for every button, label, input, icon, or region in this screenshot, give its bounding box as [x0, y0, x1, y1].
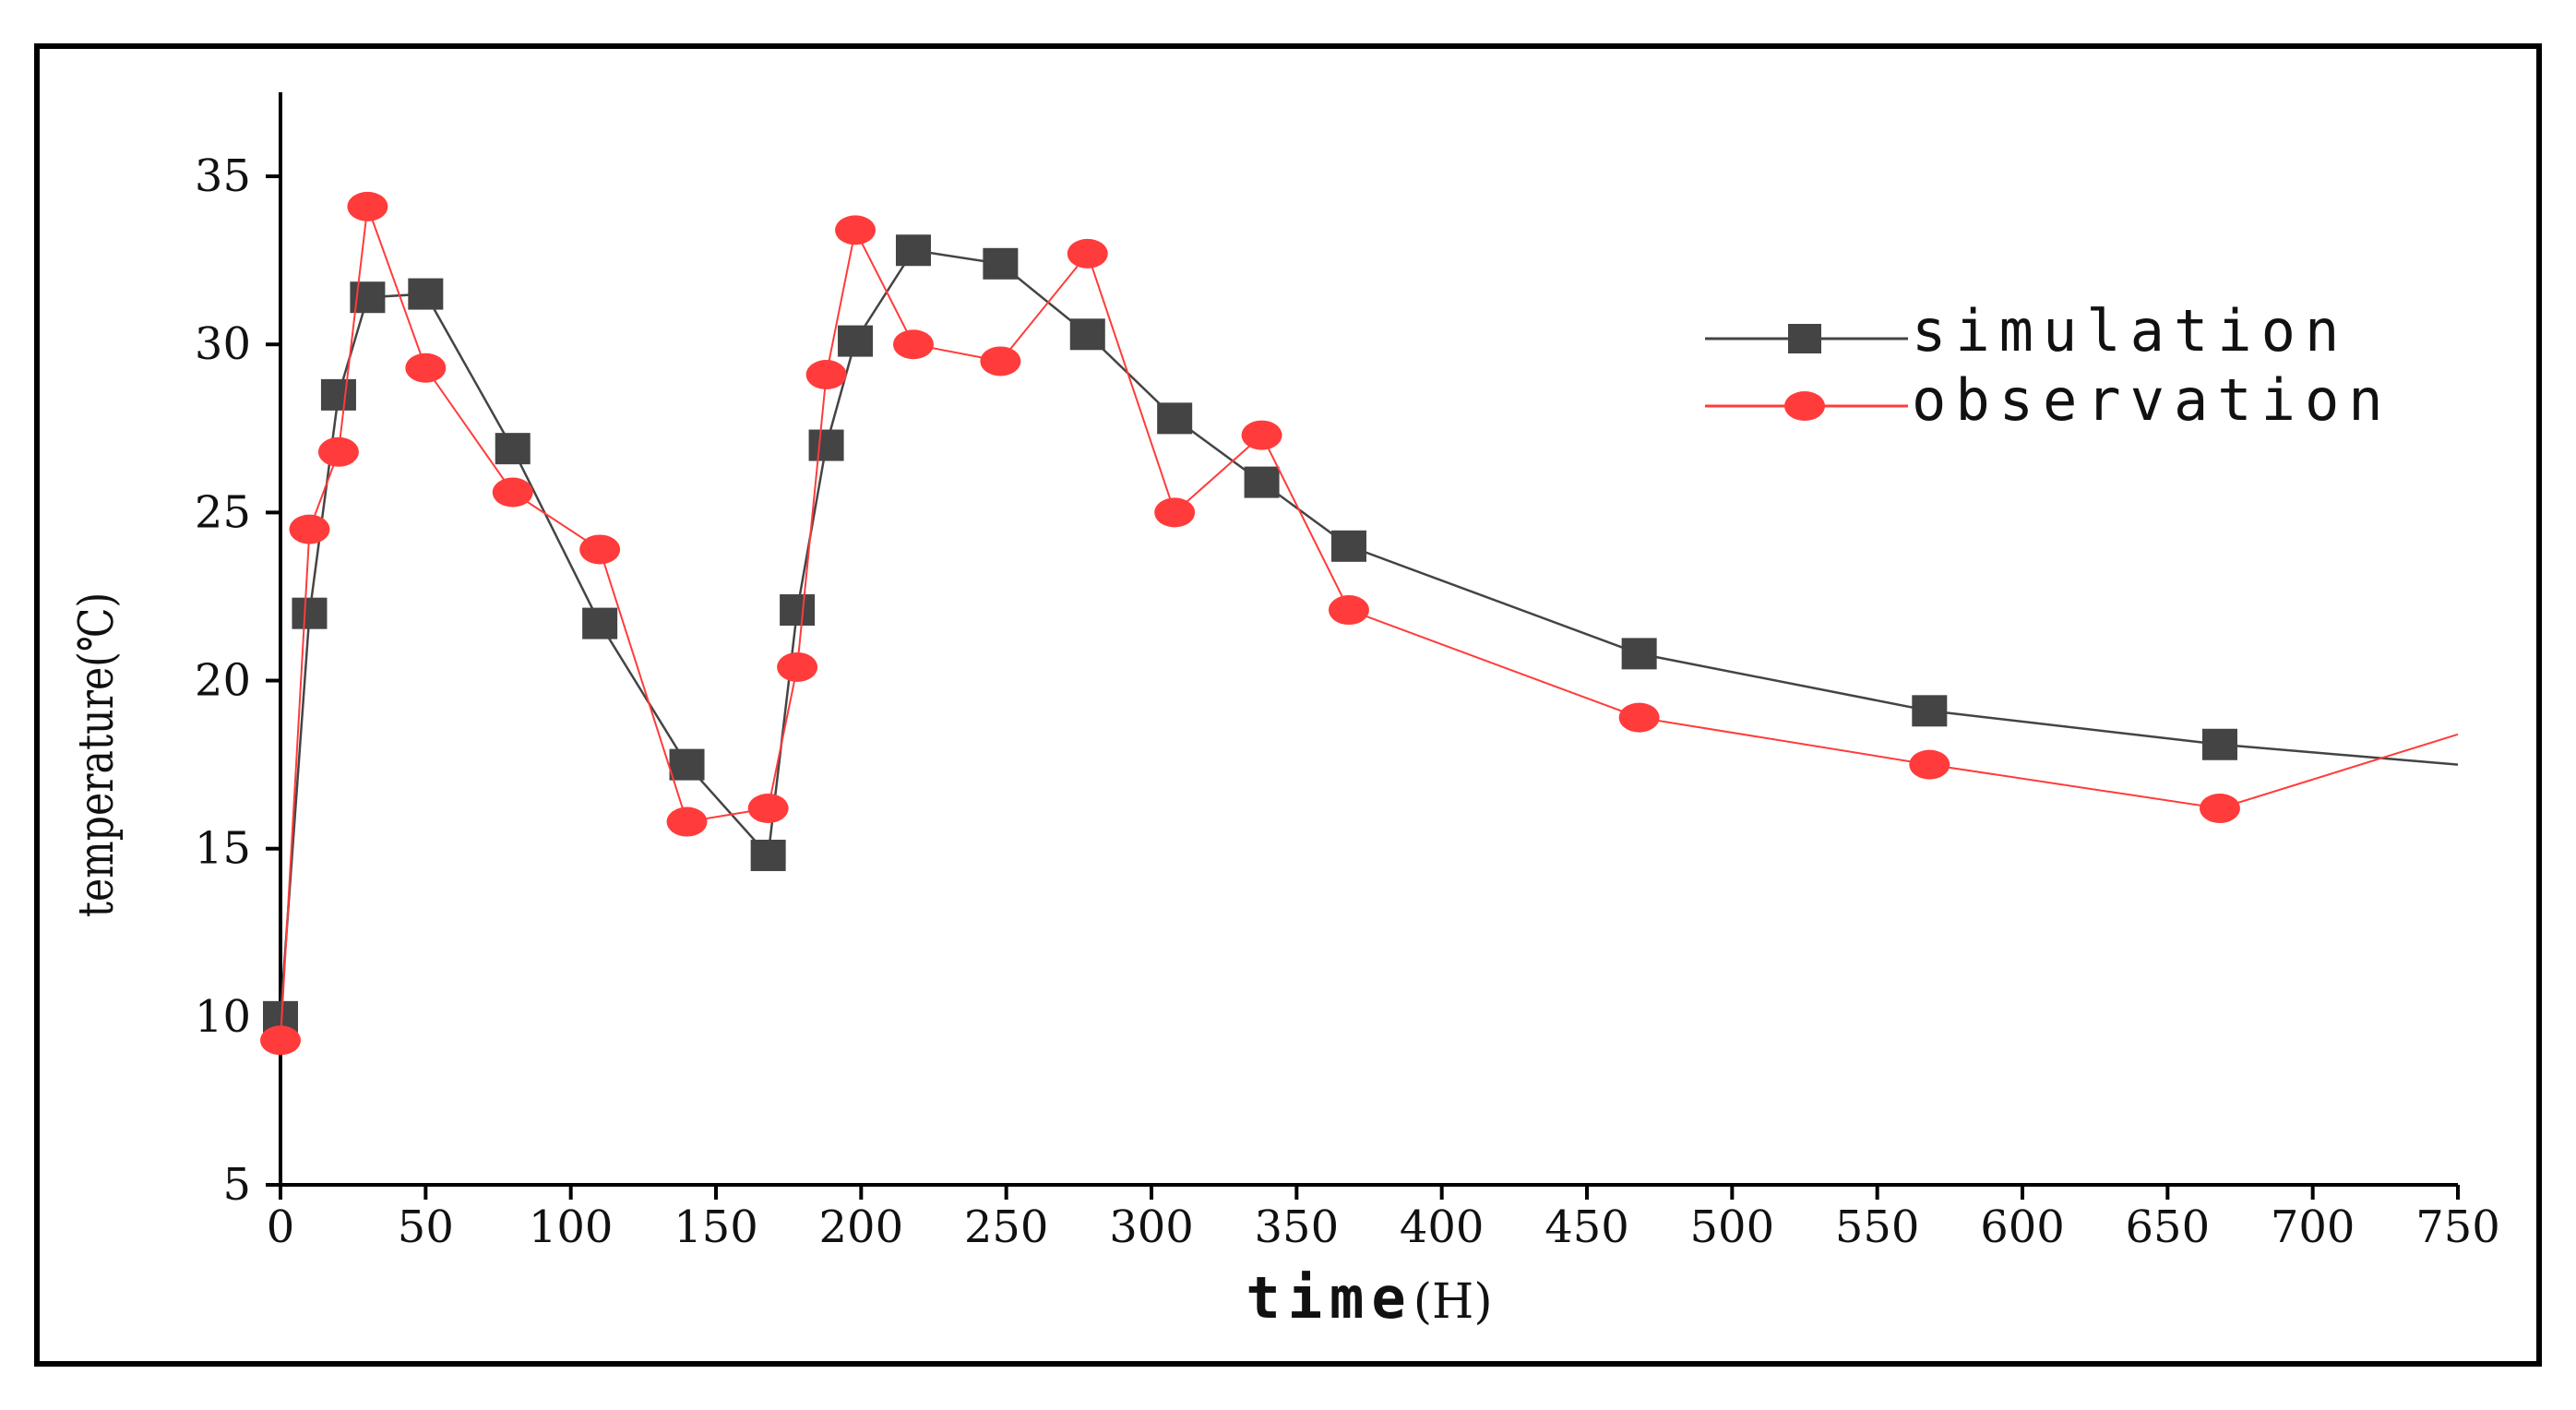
series-simulation	[263, 234, 2459, 1033]
simulation-point	[750, 839, 786, 871]
legend-observation-marker	[1784, 391, 1825, 421]
observation-point	[405, 352, 447, 383]
observation-point	[892, 329, 934, 360]
y-ticks: 5 10 15 20 25 30 35	[195, 150, 280, 1211]
observation-point	[1241, 420, 1282, 450]
simulation-point	[669, 748, 705, 781]
observation-point	[835, 215, 877, 245]
simulation-point	[495, 433, 531, 465]
legend-simulation-label: simulation	[1912, 297, 2348, 364]
observation-point	[1154, 497, 1196, 528]
y-axis-title: temperature(℃)	[69, 592, 125, 917]
chart-frame	[34, 43, 2542, 1367]
simulation-point	[1621, 638, 1657, 670]
simulation-point	[1912, 695, 1948, 727]
simulation-point	[780, 594, 816, 627]
observation-point	[347, 191, 388, 221]
observation-point	[666, 807, 708, 837]
y-tick-label: 25	[195, 486, 251, 538]
x-tick-label: 700	[2271, 1201, 2355, 1253]
x-tick-label: 400	[1400, 1201, 1485, 1253]
x-ticks: 0 50 100 150 200 250 300 350 400 450 500 550 600 650 7…	[267, 1185, 2500, 1253]
legend-simulation-marker	[1788, 324, 1821, 353]
x-tick-label: 550	[1835, 1201, 1920, 1253]
simulation-point	[320, 378, 356, 411]
x-tick-label: 250	[964, 1201, 1049, 1253]
x-axis-title: time(H)	[1246, 1264, 1492, 1332]
observation-point	[492, 477, 533, 508]
x-tick-label: 750	[2415, 1201, 2500, 1253]
legend: simulation observation	[1705, 297, 2392, 434]
x-tick-label: 450	[1544, 1201, 1629, 1253]
simulation-point	[1157, 402, 1193, 435]
observation-point	[2199, 793, 2240, 823]
observation-point	[747, 793, 789, 823]
observation-point	[579, 534, 621, 565]
x-tick-label: 600	[1980, 1201, 2065, 1253]
series-observation	[260, 191, 2459, 1056]
simulation-point	[838, 325, 874, 357]
y-tick-label: 15	[195, 823, 251, 875]
x-tick-label: 500	[1690, 1201, 1775, 1253]
x-tick-label: 50	[398, 1201, 454, 1253]
simulation-point	[408, 278, 444, 310]
y-tick-label: 35	[195, 150, 251, 202]
observation-point	[317, 436, 359, 467]
observation-point	[1618, 702, 1660, 733]
x-tick-label: 350	[1255, 1201, 1340, 1253]
x-tick-label: 650	[2126, 1201, 2211, 1253]
observation-point	[260, 1025, 301, 1056]
observation-line	[280, 206, 2459, 1041]
legend-observation-label: observation	[1912, 366, 2392, 434]
simulation-point	[2201, 728, 2237, 760]
simulation-point	[582, 607, 618, 639]
observation-point	[805, 360, 847, 390]
x-tick-label: 200	[819, 1201, 904, 1253]
observation-point	[1328, 595, 1369, 626]
y-tick-label: 5	[222, 1159, 251, 1211]
x-tick-label: 100	[529, 1201, 614, 1253]
x-tick-label: 0	[267, 1201, 295, 1253]
simulation-point	[1330, 530, 1366, 562]
simulation-point	[808, 429, 844, 461]
simulation-point	[983, 247, 1019, 280]
observation-point	[1067, 238, 1108, 269]
observation-point	[289, 514, 330, 544]
y-tick-label: 10	[195, 991, 251, 1043]
observation-point	[980, 346, 1021, 376]
observation-point	[777, 651, 818, 682]
series-layer	[260, 191, 2459, 1056]
y-tick-label: 30	[195, 318, 251, 370]
simulation-point	[292, 597, 328, 629]
simulation-line	[279, 248, 2459, 1017]
observation-point	[1909, 749, 1950, 780]
y-tick-label: 20	[195, 655, 251, 707]
simulation-point	[1069, 318, 1105, 351]
x-tick-label: 150	[674, 1201, 758, 1253]
x-tick-label: 300	[1109, 1201, 1194, 1253]
simulation-point	[895, 234, 931, 267]
simulation-point	[1244, 466, 1280, 498]
